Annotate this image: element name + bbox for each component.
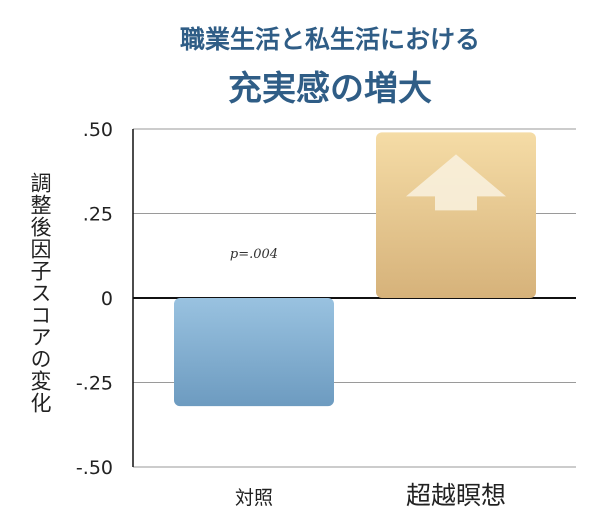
- chart-title-line2: 充実感の増大: [228, 69, 432, 109]
- bar-control: [174, 298, 334, 407]
- chart-title-line1: 職業生活と私生活における: [180, 25, 480, 54]
- y-tick-label: 0: [101, 288, 113, 310]
- y-tick-labels: .50 .25 0 -.25 -.50: [76, 119, 113, 479]
- category-label-tm: 超越瞑想: [406, 481, 506, 510]
- category-labels: 対照 超越瞑想: [235, 481, 506, 510]
- y-tick-label: .25: [83, 204, 113, 226]
- up-arrow-icon: [406, 154, 506, 211]
- y-tick-label: -.50: [76, 457, 113, 479]
- bar-tm: [376, 132, 536, 298]
- y-tick-label: .50: [83, 119, 113, 141]
- category-label-control: 対照: [235, 487, 273, 509]
- y-tick-label: -.25: [76, 373, 113, 395]
- bars: [174, 132, 536, 407]
- y-axis-label: 調整後因子スコアの変化: [28, 172, 52, 414]
- p-value-annotation: p=.004: [230, 247, 278, 262]
